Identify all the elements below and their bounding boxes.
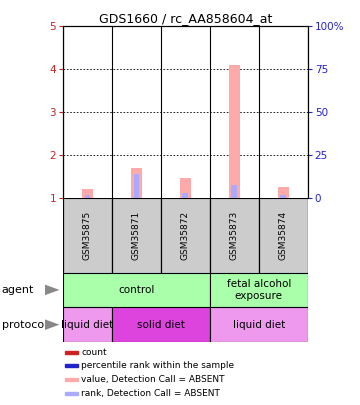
Text: value, Detection Call = ABSENT: value, Detection Call = ABSENT: [81, 375, 225, 384]
FancyBboxPatch shape: [63, 273, 210, 307]
FancyBboxPatch shape: [112, 198, 161, 273]
Text: GSM35873: GSM35873: [230, 211, 239, 260]
Text: rank, Detection Call = ABSENT: rank, Detection Call = ABSENT: [81, 389, 220, 398]
Text: liquid diet: liquid diet: [61, 320, 114, 330]
FancyBboxPatch shape: [210, 198, 259, 273]
Text: GSM35871: GSM35871: [132, 211, 141, 260]
Text: GSM35874: GSM35874: [279, 211, 288, 260]
Bar: [131, 168, 142, 198]
FancyBboxPatch shape: [210, 307, 308, 342]
Bar: [66, 392, 77, 395]
Text: fetal alcohol
exposure: fetal alcohol exposure: [227, 279, 291, 301]
Bar: [183, 193, 188, 198]
Bar: [180, 178, 191, 198]
Text: count: count: [81, 348, 107, 357]
Title: GDS1660 / rc_AA858604_at: GDS1660 / rc_AA858604_at: [99, 12, 272, 25]
Bar: [280, 196, 286, 198]
Bar: [231, 185, 237, 198]
Text: protocol: protocol: [2, 320, 47, 330]
FancyBboxPatch shape: [63, 307, 112, 342]
Text: solid diet: solid diet: [137, 320, 185, 330]
Text: percentile rank within the sample: percentile rank within the sample: [81, 361, 234, 370]
Bar: [66, 351, 77, 354]
Text: control: control: [118, 285, 155, 295]
Bar: [66, 377, 77, 381]
FancyBboxPatch shape: [210, 273, 308, 307]
Text: liquid diet: liquid diet: [233, 320, 285, 330]
FancyBboxPatch shape: [63, 198, 112, 273]
FancyBboxPatch shape: [161, 198, 210, 273]
Text: GSM35875: GSM35875: [83, 211, 92, 260]
Bar: [85, 196, 90, 198]
Text: GSM35872: GSM35872: [181, 211, 190, 260]
FancyBboxPatch shape: [112, 307, 210, 342]
Bar: [66, 364, 77, 367]
Bar: [134, 174, 139, 198]
Text: agent: agent: [2, 285, 34, 295]
Bar: [82, 189, 93, 198]
Bar: [229, 65, 240, 198]
Bar: [278, 187, 289, 198]
FancyBboxPatch shape: [259, 198, 308, 273]
